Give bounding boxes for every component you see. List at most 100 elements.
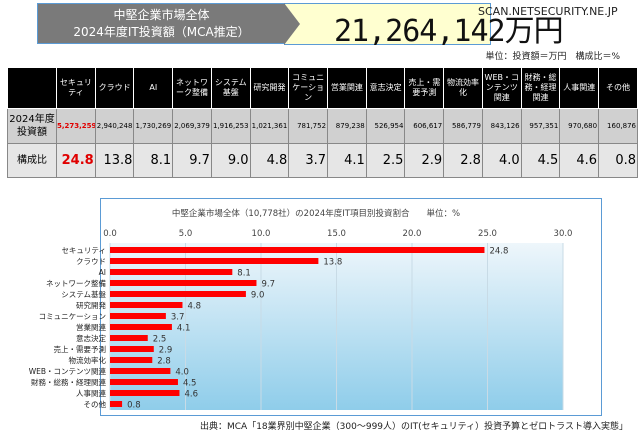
corner-cell <box>7 67 57 109</box>
column-header: クラウド <box>94 67 135 109</box>
data-label: 4.8 <box>187 302 201 312</box>
category-label: 研究開発 <box>76 300 106 310</box>
x-tick-label: 15.0 <box>327 229 346 239</box>
chart-frame <box>100 198 602 416</box>
category-label: ネットワーク整備 <box>46 278 106 288</box>
ratio-cell: 2.8 <box>443 143 483 178</box>
column-header: その他 <box>598 67 638 109</box>
ratio-cell: 0.8 <box>598 143 638 178</box>
data-label: 2.5 <box>153 335 167 345</box>
category-label: 物流効率化 <box>69 355 107 365</box>
column-header: 財務・総務・経理関連 <box>520 67 561 109</box>
investment-table: セキュリティ クラウド AI ネットワーク整備 システム基盤 研究開発 コミュニケーション営… <box>7 67 638 178</box>
bar <box>110 335 148 341</box>
data-label: 9.0 <box>251 291 265 301</box>
bar <box>110 390 180 396</box>
banner-line2: 2024年度IT投資額（MCA推定） <box>73 25 250 39</box>
ratio-cell: 2.5 <box>365 143 406 178</box>
data-label: 3.7 <box>171 313 185 323</box>
category-label: 人事関連 <box>76 388 106 398</box>
data-label: 4.1 <box>177 324 191 334</box>
column-header: ネットワーク整備 <box>172 67 212 109</box>
column-header: AI <box>133 67 174 109</box>
bar <box>110 379 178 385</box>
banner-line1: 中堅企業市場全体 <box>113 8 210 22</box>
category-label: システム基盤 <box>61 289 106 299</box>
ratio-cell: 4.0 <box>481 143 522 178</box>
category-label: WEB・コンテンツ関連 <box>29 366 107 376</box>
category-label: セキュリティ <box>61 246 106 255</box>
data-label: 4.0 <box>175 368 189 378</box>
column-header: セキュリティ <box>56 67 96 109</box>
ratio-cell: 8.1 <box>133 143 174 178</box>
data-label: 4.5 <box>183 379 197 389</box>
ratio-cell: 4.1 <box>327 143 367 178</box>
ratio-cell: 13.8 <box>94 143 135 178</box>
amount-cell: 879,238 <box>327 108 367 144</box>
bar <box>110 401 123 407</box>
category-label: クラウド <box>76 257 106 266</box>
ratio-cell: 9.7 <box>172 143 212 178</box>
category-label: 売上・需要予測 <box>54 344 107 354</box>
amount-cell: 606,617 <box>404 108 445 144</box>
data-label: 4.6 <box>184 390 198 400</box>
column-header: WEB・コンテンツ関連 <box>481 67 522 109</box>
row-header-amount: 2024年度投資額 <box>7 108 57 144</box>
bar <box>110 269 233 275</box>
data-label: 13.8 <box>323 258 342 268</box>
banner-label: 中堅企業市場全体 2024年度IT投資額（MCA推定） <box>37 3 285 44</box>
ratio-cell: 4.6 <box>559 143 600 178</box>
source-note: 出典：MCA「18業界別中堅企業（300～999人）のIT(セキュリティ）投資予… <box>200 422 628 432</box>
bar <box>110 368 171 374</box>
x-tick-label: 20.0 <box>403 229 422 239</box>
column-header: 物流効率化 <box>443 67 483 109</box>
column-header: 研究開発 <box>249 67 290 109</box>
unit-note: 単位：投資額＝万円 構成比＝% <box>485 52 620 62</box>
category-label: 財務・総務・経理関連 <box>31 377 106 387</box>
bar <box>110 357 153 363</box>
amount-cell: 2,940,248 <box>94 108 135 144</box>
column-header: 営業関連 <box>327 67 367 109</box>
ratio-cell: 4.5 <box>520 143 561 178</box>
ratio-cell: 24.8 <box>56 143 96 178</box>
data-label: 8.1 <box>237 269 251 279</box>
x-tick-label: 0.0 <box>103 229 117 239</box>
bar <box>110 280 257 286</box>
data-label: 2.8 <box>157 357 171 367</box>
bar <box>110 302 183 308</box>
watermark: SCAN.NETSECURITY.NE.JP <box>478 5 618 18</box>
total-amount: 21,264,142万円 <box>334 14 564 49</box>
amount-cell: 586,779 <box>443 108 483 144</box>
ratio-cell: 4.8 <box>249 143 290 178</box>
amount-cell: 781,752 <box>288 108 329 144</box>
x-tick-label: 5.0 <box>179 229 193 239</box>
data-label: 24.8 <box>489 247 508 257</box>
amount-cell: 970,680 <box>559 108 600 144</box>
banner-total-box <box>284 3 491 45</box>
category-label: コミュニケーション <box>39 312 106 321</box>
bar <box>110 258 319 264</box>
amount-cell: 1,916,253 <box>210 108 251 144</box>
amount-cell: 160,876 <box>598 108 638 144</box>
column-header: コミュニケーション <box>288 67 329 109</box>
bar <box>110 324 172 330</box>
amount-cell: 526,954 <box>365 108 406 144</box>
bar <box>110 313 166 319</box>
category-label: AI <box>99 268 106 277</box>
ratio-cell: 3.7 <box>288 143 329 178</box>
x-tick-label: 30.0 <box>554 229 573 239</box>
row-header-ratio: 構成比 <box>7 143 57 178</box>
data-label: 9.7 <box>261 280 275 290</box>
ratio-cell: 9.0 <box>210 143 251 178</box>
x-tick-label: 25.0 <box>478 229 497 239</box>
column-header: 売上・需要予測 <box>404 67 445 109</box>
amount-cell: 957,351 <box>520 108 561 144</box>
chart-title: 中堅企業市場全体（10,778社）の2024年度IT項目別投資割合 単位：% <box>172 208 460 219</box>
column-header: システム基盤 <box>210 67 251 109</box>
column-header: 意志決定 <box>365 67 406 109</box>
category-label: 意志決定 <box>76 333 106 343</box>
category-label: 営業関連 <box>76 322 106 332</box>
bar <box>110 291 246 297</box>
data-label: 2.9 <box>159 346 173 356</box>
